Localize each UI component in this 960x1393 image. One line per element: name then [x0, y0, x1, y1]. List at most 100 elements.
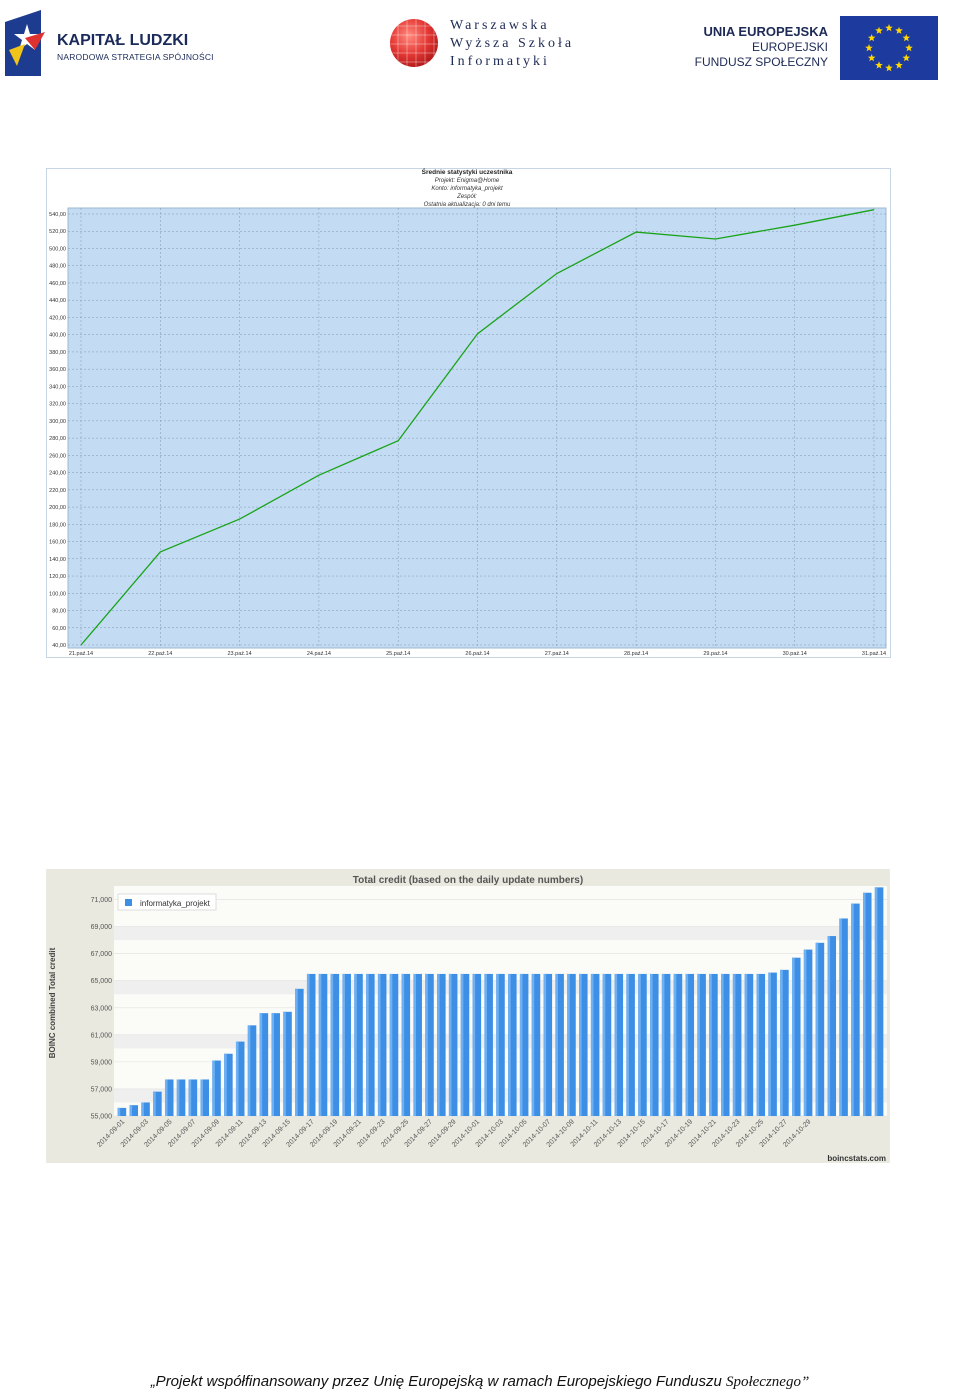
chart1-subtitle-line: Konto: informatyka_projekt — [431, 186, 503, 192]
chart2-bar-highlight — [721, 973, 724, 1116]
chart2-bar-body — [709, 973, 718, 1116]
eu-star-icon — [875, 26, 883, 34]
chart2-bar — [792, 957, 801, 1116]
eu-star-icon — [875, 61, 883, 69]
chart2-bar-body — [460, 973, 470, 1116]
chart1-x-tick-label: 21.paź.14 — [69, 651, 93, 657]
chart2-bar-body — [685, 973, 695, 1116]
chart2-bar-body — [437, 973, 446, 1116]
chart2-bar — [271, 1013, 280, 1116]
chart2-bar-highlight — [614, 973, 618, 1116]
chart1-y-tick-label: 100,00 — [49, 591, 66, 597]
footer-note: „Projekt współfinansowany przez Unię Eur… — [0, 1373, 960, 1391]
chart2-band — [114, 926, 887, 941]
kapital-ludzki-subtitle: NARODOWA STRATEGIA SPÓJNOŚCI — [57, 52, 214, 62]
chart2-bar-body — [188, 1079, 198, 1116]
chart1-y-tick-label: 80,00 — [52, 609, 66, 615]
chart2-bar — [153, 1091, 162, 1116]
chart2-bar — [508, 973, 517, 1116]
chart1-y-tick-label: 40,00 — [52, 643, 66, 649]
chart2-bar-body — [827, 936, 837, 1116]
ue-line-1: UNIA EUROPEJSKA — [703, 24, 828, 39]
chart2-bar — [354, 973, 363, 1116]
chart2-bar-body — [342, 973, 351, 1116]
chart1-y-tick-label: 360,00 — [49, 367, 66, 373]
chart2-bar-body — [496, 973, 505, 1116]
chart2-bar-highlight — [732, 973, 736, 1116]
ue-line-3: FUNDUSZ SPOŁECZNY — [694, 55, 828, 69]
chart2-title: Total credit (based on the daily update … — [353, 875, 583, 886]
chart2-bar-body — [389, 973, 399, 1116]
chart2-bar-body — [117, 1107, 127, 1116]
chart2-bar — [129, 1105, 139, 1116]
chart1-x-tick-label: 30.paź.14 — [783, 651, 807, 657]
chart2-y-tick-label: 65,000 — [91, 978, 113, 985]
chart2-bar-highlight — [117, 1107, 121, 1116]
wwsi-line-3: Informatyki — [450, 54, 550, 69]
chart2-bar-body — [851, 903, 860, 1116]
chart1-y-tick-label: 240,00 — [49, 471, 66, 477]
kapital-ludzki-title: KAPITAŁ LUDZKI — [57, 32, 189, 49]
chart2-bar — [200, 1079, 209, 1116]
chart2-bar — [496, 973, 505, 1116]
chart2-legend-swatch — [125, 899, 132, 906]
eu-flag-icon — [840, 16, 938, 80]
chart2-bar-body — [638, 973, 647, 1116]
chart2-y-axis-label: BOINC combined Total credit — [48, 947, 57, 1058]
chart2-bar-body — [129, 1105, 139, 1116]
chart2-bar-body — [721, 973, 730, 1116]
chart1-y-tick-label: 260,00 — [49, 453, 66, 459]
average-stats-line-chart: Średnie statystyki uczestnika Projekt: E… — [46, 168, 891, 658]
chart2-watermark: boincstats.com — [827, 1154, 886, 1163]
chart1-y-tick-label: 460,00 — [49, 281, 66, 287]
chart2-bar-body — [141, 1102, 150, 1116]
chart2-bar — [638, 973, 647, 1116]
chart2-bar-highlight — [330, 973, 334, 1116]
chart2-bar — [721, 973, 730, 1116]
chart2-bar-highlight — [484, 973, 487, 1116]
chart2-bar — [555, 973, 564, 1116]
chart2-bar-body — [650, 973, 659, 1116]
chart2-bar-highlight — [697, 973, 700, 1116]
chart1-title: Średnie statystyki uczestnika — [422, 168, 513, 176]
chart2-bar — [756, 973, 766, 1116]
chart2-bar-highlight — [555, 973, 558, 1116]
chart2-bar-body — [815, 942, 825, 1116]
chart2-bar-highlight — [271, 1013, 275, 1116]
chart2-bar-highlight — [531, 973, 535, 1116]
chart2-bar-highlight — [153, 1091, 156, 1116]
chart2-bar — [567, 973, 576, 1116]
chart2-bar-body — [212, 1060, 221, 1116]
chart2-bar-body — [614, 973, 624, 1116]
chart2-bar-body — [164, 1079, 174, 1116]
chart2-bar-highlight — [295, 988, 298, 1116]
chart2-bar-highlight — [224, 1053, 227, 1116]
chart1-subtitle-line: Zespół: — [456, 194, 477, 200]
chart1-plot-area — [67, 207, 887, 649]
chart2-bar-body — [153, 1091, 162, 1116]
chart2-bar-body — [425, 973, 434, 1116]
chart2-bar — [425, 973, 434, 1116]
eu-star-icon — [895, 61, 903, 69]
chart2-bar-highlight — [354, 973, 357, 1116]
chart2-bar-highlight — [815, 942, 819, 1116]
chart2-y-tick-label: 59,000 — [91, 1059, 113, 1066]
chart2-bar-highlight — [685, 973, 689, 1116]
chart2-bar-highlight — [247, 1025, 251, 1116]
chart1-y-tick-label: 140,00 — [49, 557, 66, 563]
kapital-ludzki-star-icon — [5, 10, 45, 76]
chart2-bar-highlight — [827, 936, 831, 1116]
footer-text-end: Społecznego” — [725, 1374, 810, 1390]
wwsi-logo: Warszawska Wyższa Szkoła Informatyki — [388, 16, 588, 72]
chart2-bar-body — [543, 973, 553, 1116]
chart2-bar-body — [235, 1041, 245, 1116]
chart2-bar-body — [756, 973, 766, 1116]
chart2-bar — [744, 973, 754, 1116]
chart1-x-tick-label: 28.paź.14 — [624, 651, 648, 657]
chart1-y-tick-label: 380,00 — [49, 350, 66, 356]
chart2-bar — [874, 887, 884, 1116]
chart2-bar-highlight — [164, 1079, 168, 1116]
chart2-bar-highlight — [673, 973, 677, 1116]
eu-star-icon — [867, 54, 876, 62]
eu-star-icon — [885, 64, 893, 72]
